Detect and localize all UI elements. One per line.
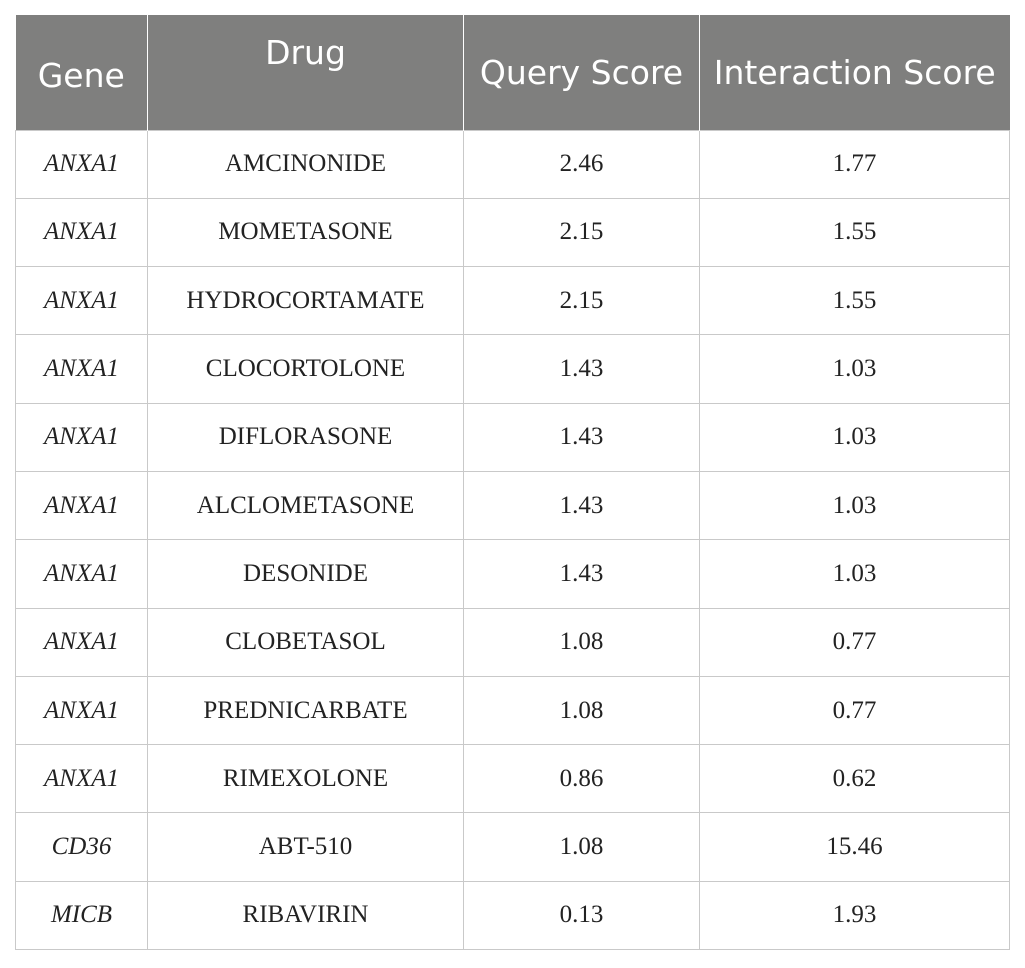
cell-gene: ANXA1 [15,744,148,813]
cell-interaction-score: 1.03 [699,470,1010,540]
cell-query-score: 1.08 [463,607,700,677]
table-row: CD36 ABT-510 1.08 15.46 [15,812,1010,882]
column-header-drug: Drug [147,15,464,130]
cell-query-score: 1.08 [463,812,700,882]
cell-gene: ANXA1 [15,470,148,540]
cell-interaction-score: 1.03 [699,402,1010,472]
cell-drug: CLOCORTOLONE [147,334,464,404]
cell-drug: ALCLOMETASONE [147,470,464,540]
column-header-query-score: Query Score [463,15,700,130]
cell-gene: CD36 [15,812,148,882]
header-row: Gene Drug Query Score Interaction Score [15,15,1010,130]
cell-query-score: 1.43 [463,334,700,404]
cell-interaction-score: 0.62 [699,744,1010,813]
table-row: MICB RIBAVIRIN 0.13 1.93 [15,880,1010,951]
cell-interaction-score: 1.93 [699,880,1010,951]
cell-interaction-score: 0.77 [699,607,1010,677]
cell-gene: ANXA1 [15,607,148,677]
cell-query-score: 0.13 [463,880,700,951]
table-row: ANXA1 RIMEXOLONE 0.86 0.62 [15,744,1010,813]
cell-gene: ANXA1 [15,539,148,609]
cell-drug: ABT-510 [147,812,464,882]
cell-interaction-score: 15.46 [699,812,1010,882]
drug-gene-table: Gene Drug Query Score Interaction Score … [15,15,1010,951]
cell-drug: HYDROCORTAMATE [147,266,464,335]
table-row: ANXA1 MOMETASONE 2.15 1.55 [15,197,1010,267]
cell-interaction-score: 1.55 [699,197,1010,267]
table-body: ANXA1 AMCINONIDE 2.46 1.77 ANXA1 MOMETASONE 2.… [15,129,1010,951]
cell-query-score: 1.43 [463,402,700,472]
cell-drug: MOMETASONE [147,197,464,267]
cell-query-score: 1.08 [463,675,700,745]
cell-gene: ANXA1 [15,266,148,335]
cell-drug: DESONIDE [147,539,464,609]
cell-interaction-score: 1.03 [699,334,1010,404]
table-row: ANXA1 CLOBETASOL 1.08 0.77 [15,607,1010,677]
table-row: ANXA1 AMCINONIDE 2.46 1.77 [15,129,1010,199]
table-row: ANXA1 DESONIDE 1.43 1.03 [15,539,1010,609]
cell-drug: CLOBETASOL [147,607,464,677]
cell-interaction-score: 1.03 [699,539,1010,609]
cell-query-score: 2.15 [463,266,700,335]
table-row: ANXA1 HYDROCORTAMATE 2.15 1.55 [15,266,1010,335]
cell-gene: ANXA1 [15,334,148,404]
cell-gene: ANXA1 [15,197,148,267]
cell-query-score: 1.43 [463,539,700,609]
cell-interaction-score: 1.77 [699,129,1010,199]
cell-drug: PREDNICARBATE [147,675,464,745]
column-header-interaction-score: Interaction Score [699,15,1010,130]
cell-query-score: 1.43 [463,470,700,540]
table-header: Gene Drug Query Score Interaction Score [15,15,1010,130]
cell-drug: RIMEXOLONE [147,744,464,813]
cell-gene: MICB [15,880,148,951]
table-row: ANXA1 ALCLOMETASONE 1.43 1.03 [15,470,1010,540]
cell-query-score: 2.15 [463,197,700,267]
column-header-gene: Gene [15,15,148,130]
cell-gene: ANXA1 [15,402,148,472]
cell-interaction-score: 1.55 [699,266,1010,335]
cell-query-score: 0.86 [463,744,700,813]
cell-gene: ANXA1 [15,675,148,745]
cell-gene: ANXA1 [15,129,148,199]
cell-drug: AMCINONIDE [147,129,464,199]
cell-query-score: 2.46 [463,129,700,199]
table-row: ANXA1 CLOCORTOLONE 1.43 1.03 [15,334,1010,404]
cell-drug: DIFLORASONE [147,402,464,472]
table-row: ANXA1 PREDNICARBATE 1.08 0.77 [15,675,1010,745]
cell-interaction-score: 0.77 [699,675,1010,745]
table-row: ANXA1 DIFLORASONE 1.43 1.03 [15,402,1010,472]
cell-drug: RIBAVIRIN [147,880,464,951]
